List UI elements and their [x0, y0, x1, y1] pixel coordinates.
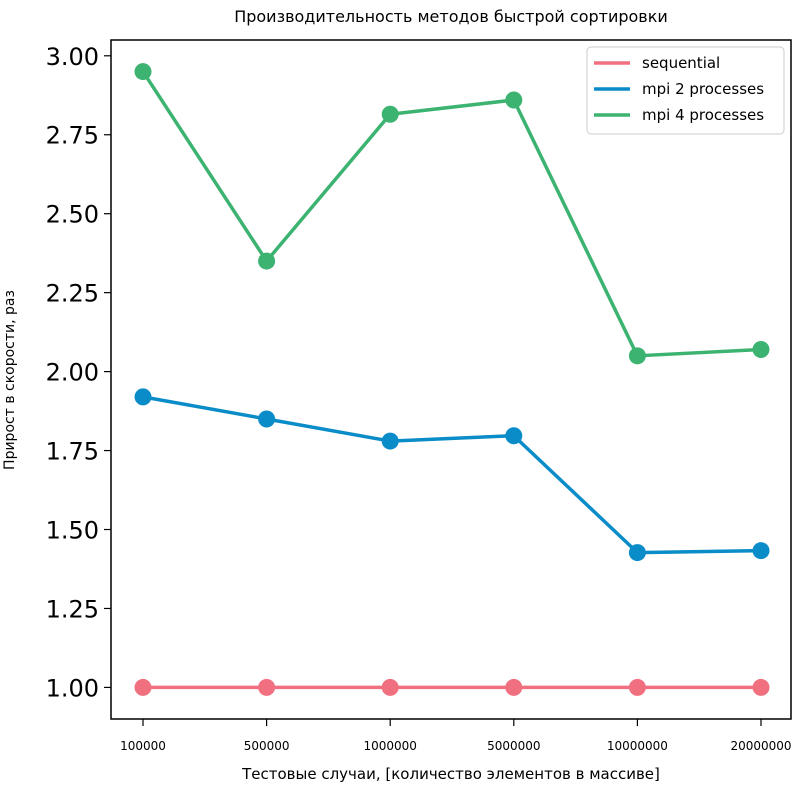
y-tick-label: 1.25: [46, 595, 99, 623]
data-point: [628, 678, 646, 696]
data-point: [381, 432, 399, 450]
data-point: [381, 105, 399, 123]
data-point: [628, 347, 646, 365]
data-point: [134, 388, 152, 406]
x-tick-label: 100000: [120, 739, 166, 753]
y-tick-label: 1.50: [46, 517, 99, 545]
data-point: [752, 542, 770, 560]
series-line: [142, 395, 762, 555]
y-tick-label: 2.75: [46, 122, 99, 150]
y-tick-label: 1.00: [46, 674, 99, 702]
legend-box: [586, 46, 785, 135]
legend-label: sequential: [642, 54, 720, 72]
y-tick-label: 2.25: [46, 280, 99, 308]
data-point: [505, 91, 523, 109]
data-point: [258, 252, 276, 270]
data-point: [258, 678, 276, 696]
legend-label: mpi 4 processes: [642, 106, 764, 124]
x-tick-label: 500000: [244, 739, 290, 753]
y-tick-label: 1.75: [46, 438, 99, 466]
x-axis-label: Тестовые случаи, [количество элементов в…: [241, 765, 660, 783]
data-point: [752, 340, 770, 358]
data-point: [752, 678, 770, 696]
data-point: [505, 427, 523, 445]
y-axis: 1.00 1.25 1.50 1.75 2.00 2.25 2.50 2.75 3.00: [46, 43, 111, 702]
y-tick-label: 3.00: [46, 43, 99, 71]
legend-label: mpi 2 processes: [642, 80, 764, 98]
series-mpi-4-processes: [134, 63, 770, 365]
x-axis: 100000 500000 1000000 5000000 10000000 200000…: [120, 719, 792, 753]
series-line: [141, 70, 762, 358]
x-tick-label: 1000000: [363, 739, 416, 753]
x-tick-label: 5000000: [487, 739, 540, 753]
x-tick-label: 10000000: [607, 739, 668, 753]
y-axis-label: Прирост в скорости, раз: [2, 290, 18, 470]
data-point: [134, 63, 152, 81]
series-mpi-2-processes: [134, 388, 770, 562]
legend: sequential mpi 2 processes mpi 4 processes: [586, 46, 785, 135]
plot-area: [110, 39, 792, 720]
data-point: [505, 678, 523, 696]
y-tick-label: 2.00: [46, 359, 99, 387]
chart-title: Производительность методов быстрой сорти…: [234, 7, 668, 26]
data-point: [258, 410, 276, 428]
data-point: [134, 678, 152, 696]
y-tick-label: 2.50: [46, 201, 99, 229]
x-tick-label: 20000000: [730, 739, 791, 753]
data-point: [628, 544, 646, 562]
data-point: [381, 678, 399, 696]
series-layer: [134, 63, 770, 696]
series-sequential: [134, 678, 770, 696]
